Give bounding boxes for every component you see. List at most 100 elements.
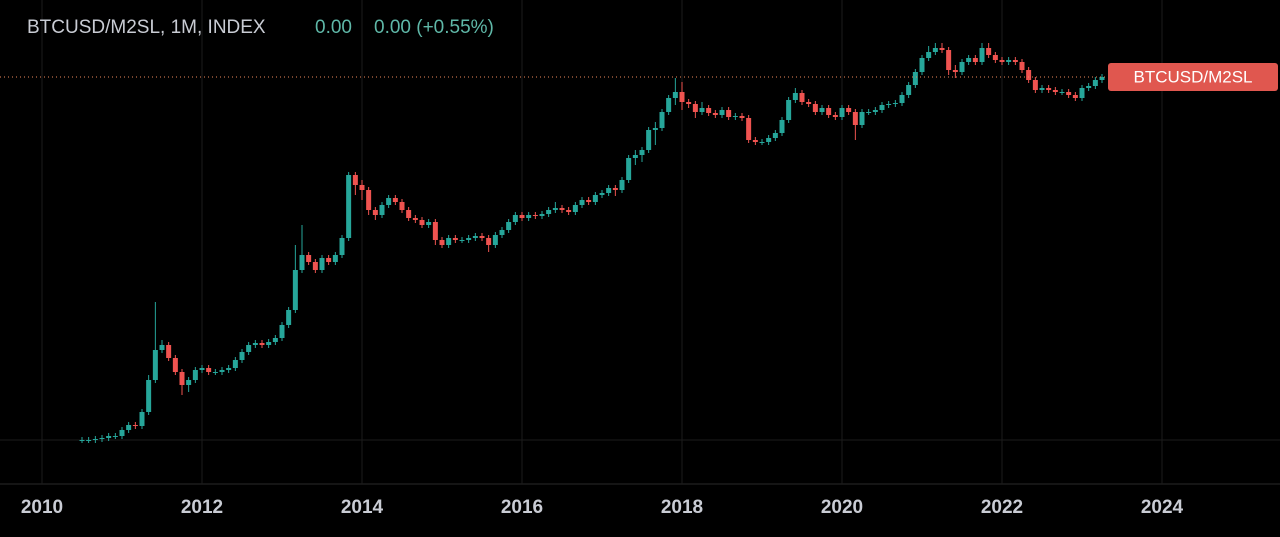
candle-body <box>792 93 798 100</box>
candle-body <box>126 425 132 430</box>
candle-body <box>1052 90 1058 92</box>
candle-body <box>159 345 165 350</box>
candle-body <box>839 108 845 117</box>
candle-body <box>712 113 718 115</box>
candle-body <box>446 238 452 245</box>
candle-body <box>1019 62 1025 70</box>
candle-body <box>652 128 658 130</box>
candle-body <box>859 112 865 125</box>
candle-body <box>346 175 352 238</box>
candle-body <box>426 222 432 225</box>
candle-body <box>692 104 698 112</box>
candle-body <box>139 412 145 426</box>
candle-body <box>779 120 785 133</box>
candle-body <box>386 198 392 205</box>
candle-body <box>199 368 205 370</box>
x-tick-label: 2022 <box>981 497 1023 518</box>
candle-body <box>499 230 505 235</box>
candle-body <box>152 350 158 380</box>
candle-body <box>979 48 985 62</box>
candle-body <box>306 255 312 262</box>
candle-body <box>526 215 532 218</box>
candle-body <box>86 440 92 441</box>
candle-body <box>619 180 625 190</box>
candle-body <box>212 372 218 373</box>
candle-body <box>412 218 418 220</box>
candles <box>79 43 1105 443</box>
candle-body <box>786 100 792 120</box>
candle-body <box>1026 70 1032 80</box>
x-tick-label: 2024 <box>1141 497 1184 518</box>
candle-body <box>326 258 332 262</box>
candle-body <box>492 235 498 245</box>
candle-body <box>952 70 958 72</box>
candle-body <box>359 185 365 190</box>
candle-body <box>992 55 998 60</box>
candle-body <box>1012 60 1018 62</box>
candle-body <box>246 345 252 352</box>
candle-body <box>679 92 685 102</box>
candle-body <box>299 255 305 270</box>
candle-body <box>1059 92 1065 93</box>
candle-body <box>546 210 552 214</box>
candle-body <box>612 188 618 190</box>
candle-body <box>332 255 338 262</box>
x-tick-label: 2016 <box>501 497 543 518</box>
candle-body <box>726 110 732 117</box>
candle-body <box>606 188 612 193</box>
candle-body <box>752 140 758 142</box>
candle-body <box>699 108 705 112</box>
candle-body <box>206 368 212 372</box>
candle-body <box>366 190 372 210</box>
candle-body <box>259 343 265 345</box>
candle-body <box>946 50 952 70</box>
candle-body <box>626 158 632 180</box>
candle-body <box>819 108 825 112</box>
candle-body <box>292 270 298 310</box>
candle-body <box>772 133 778 138</box>
candle-body <box>379 205 385 215</box>
candle-body <box>599 193 605 195</box>
candle-body <box>486 238 492 245</box>
candle-body <box>1099 77 1105 80</box>
candle-body <box>879 105 885 110</box>
candle-body <box>706 108 712 113</box>
candle-body <box>666 98 672 112</box>
candle-body <box>79 440 85 441</box>
candle-body <box>339 238 345 255</box>
candle-body <box>352 175 358 185</box>
candle-body <box>312 262 318 270</box>
x-tick-label: 2012 <box>181 497 223 518</box>
candle-body <box>966 58 972 62</box>
candle-body <box>1066 92 1072 95</box>
candle-body <box>172 358 178 372</box>
candle-body <box>286 310 292 325</box>
candle-body <box>1046 88 1052 90</box>
candle-body <box>572 205 578 212</box>
candle-body <box>812 104 818 112</box>
candle-body <box>179 372 185 385</box>
candle-body <box>719 110 725 115</box>
candle-body <box>999 60 1005 62</box>
candle-body <box>639 150 645 155</box>
candle-body <box>746 118 752 140</box>
candle-body <box>252 343 258 345</box>
candle-body <box>226 368 232 370</box>
candle-body <box>166 345 172 358</box>
candle-body <box>372 210 378 215</box>
price-tag-label: BTCUSD/M2SL <box>1133 67 1252 86</box>
x-tick-label: 2020 <box>821 497 863 518</box>
candle-body <box>239 352 245 360</box>
candle-body <box>826 108 832 115</box>
candle-body <box>672 92 678 98</box>
candle-body <box>119 430 125 436</box>
candle-body <box>1032 80 1038 90</box>
candle-body <box>439 240 445 245</box>
candle-body <box>512 215 518 222</box>
candle-body <box>186 380 192 385</box>
candle-body <box>432 222 438 240</box>
candle-body <box>579 200 585 205</box>
candle-body <box>732 116 738 117</box>
candle-body <box>506 222 512 230</box>
